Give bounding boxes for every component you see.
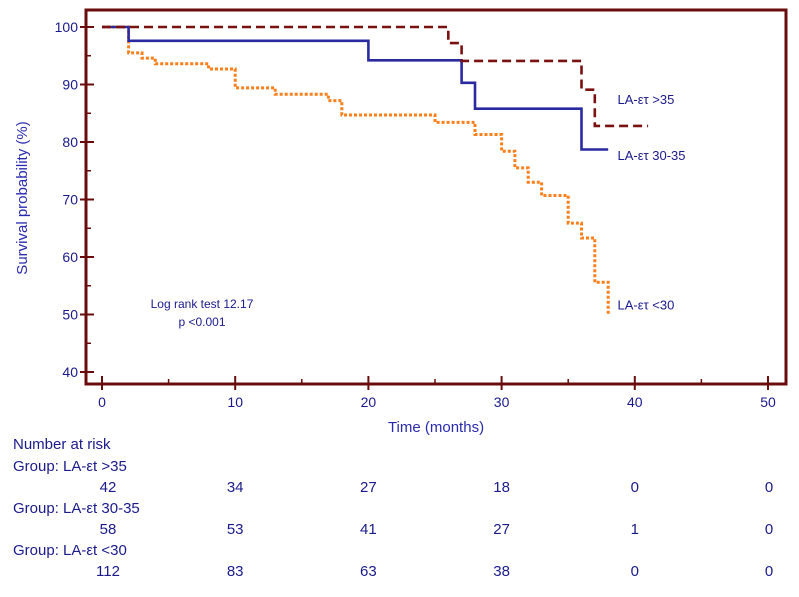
risk-value-2-0: 112 (96, 563, 120, 580)
y-tick-label-90: 90 (62, 77, 78, 93)
x-tick-label-10: 10 (227, 394, 243, 410)
risk-value-1-0: 58 (99, 521, 117, 538)
risk-value-2-3: 38 (493, 563, 510, 580)
y-axis-title: Survival probability (%) (14, 121, 31, 274)
x-tick-label-20: 20 (361, 394, 377, 410)
risk-value-1-5: 0 (764, 521, 774, 538)
risk-value-1-3: 27 (493, 521, 510, 538)
series-labels: LA-ετ >35 LA-ετ 30-35 LA-ετ <30 (617, 92, 685, 312)
risk-value-0-0: 42 (99, 479, 117, 496)
series-label-0: LA-ετ >35 (617, 92, 674, 107)
y-tick-label-70: 70 (62, 192, 78, 208)
risk-value-2-4: 0 (630, 563, 639, 580)
p-value-label: p <0.001 (178, 315, 225, 329)
risk-value-2-1: 83 (226, 563, 244, 580)
y-tick-label-50: 50 (62, 307, 78, 323)
plot-frame (84, 8, 788, 386)
km-chart: 40 50 60 70 80 90 100 0 10 20 30 40 50 Time (months… (14, 8, 788, 436)
survival-curves (102, 25, 649, 316)
risk-value-1-2: 41 (360, 521, 377, 538)
risk-group-label-0: Group: LA-εt >35 (13, 458, 127, 475)
x-tick-label-30: 30 (494, 394, 510, 410)
risk-value-2-5: 0 (764, 563, 774, 580)
curve-dashed (102, 25, 649, 128)
x-axis: 0 10 20 30 40 50 (98, 376, 776, 410)
y-tick-label-80: 80 (62, 134, 78, 150)
log-rank-label: Log rank test 12.17 (151, 297, 254, 311)
risk-value-1-4: 1 (630, 521, 639, 538)
risk-table-title: Number at risk (13, 436, 111, 453)
risk-value-2-2: 63 (360, 563, 377, 580)
risk-group-label-1: Group: LA-εt 30-35 (13, 500, 140, 517)
series-label-1: LA-ετ 30-35 (617, 148, 685, 163)
y-tick-label-100: 100 (55, 19, 79, 35)
x-tick-label-40: 40 (627, 394, 643, 410)
risk-value-0-5: 0 (764, 479, 774, 496)
x-axis-title: Time (months) (388, 419, 484, 436)
risk-value-1-1: 53 (226, 521, 244, 538)
y-tick-label-40: 40 (62, 364, 78, 380)
x-tick-label-0: 0 (98, 394, 106, 410)
risk-value-0-2: 27 (360, 479, 377, 496)
curve-dotted (102, 25, 610, 316)
y-tick-label-60: 60 (62, 249, 78, 265)
y-axis: 40 50 60 70 80 90 100 (55, 19, 94, 380)
risk-group-label-2: Group: LA-εt <30 (13, 542, 127, 559)
curve-solid (102, 25, 609, 151)
risk-value-0-4: 0 (630, 479, 639, 496)
risk-value-0-3: 18 (493, 479, 510, 496)
x-tick-label-50: 50 (760, 394, 776, 410)
risk-value-0-1: 34 (226, 479, 244, 496)
series-label-2: LA-ετ <30 (617, 297, 674, 312)
